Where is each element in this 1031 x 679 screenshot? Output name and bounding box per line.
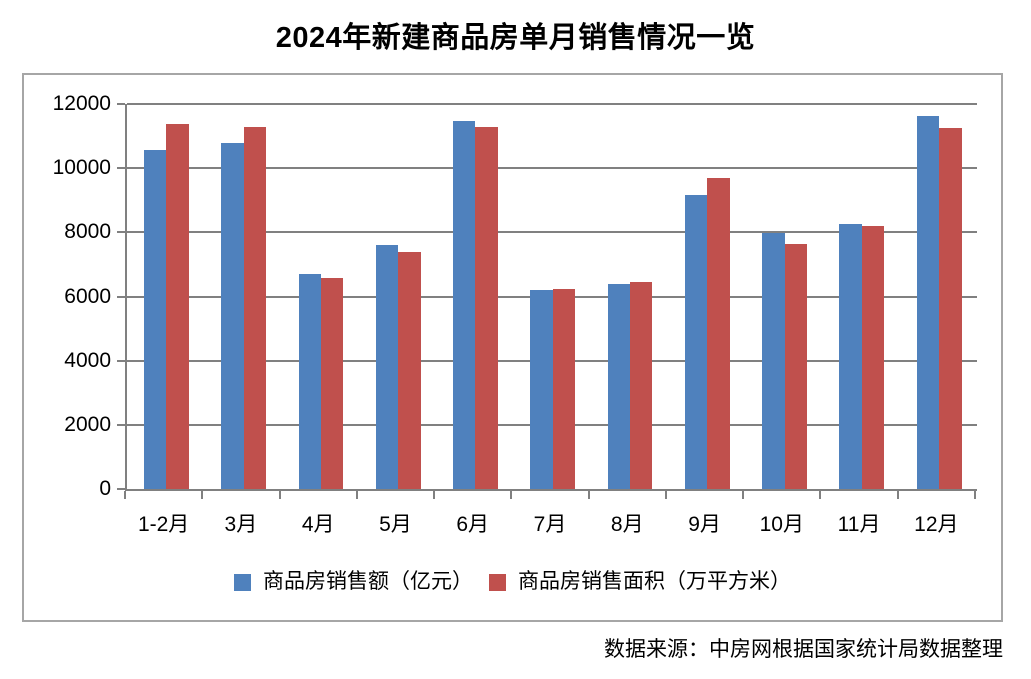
y-tick-10000 [117, 167, 125, 170]
legend-label-sales-amount: 商品房销售额（亿元） [263, 570, 473, 593]
y-tick-2000 [117, 423, 125, 426]
y-axis-label-6000: 6000 [64, 284, 111, 308]
x-axis-label-3: 4月 [301, 513, 335, 536]
legend-swatch-sales-amount [234, 573, 251, 591]
plot-area [125, 103, 977, 491]
bar-sales-amount-5 [453, 121, 476, 489]
y-tick-0 [117, 488, 125, 490]
bar-sales-area-10 [861, 226, 885, 489]
y-axis-label-0: 0 [99, 477, 111, 500]
x-axis-label-10: 11月 [837, 513, 881, 536]
x-axis-label-9: 10月 [759, 513, 804, 536]
legend-item-sales-area: 商品房销售面积（万平方米） [489, 570, 791, 594]
gridline-10000 [127, 167, 977, 170]
y-axis-label-2000: 2000 [64, 412, 111, 436]
y-tick-12000 [117, 103, 125, 105]
chart-area: 0 2000 4000 6000 8000 10000 12000 1-2月 3月 4月 5月 6月… [22, 73, 1003, 622]
y-axis-label-12000: 12000 [52, 92, 111, 115]
bar-sales-amount-8 [684, 195, 708, 489]
bar-sales-area-11 [939, 127, 962, 489]
x-axis-label-6: 7月 [533, 513, 567, 536]
x-axis-label-2: 3月 [224, 513, 258, 536]
legend-swatch-sales-area [489, 573, 506, 591]
bar-sales-amount-4 [375, 245, 399, 489]
x-tick-5 [510, 491, 513, 499]
bar-sales-amount-3 [298, 273, 321, 489]
gridline-12000 [127, 103, 977, 105]
y-tick-8000 [117, 231, 125, 234]
legend-label-sales-area: 商品房销售面积（万平方米） [518, 570, 791, 593]
x-axis-label-7: 8月 [610, 513, 644, 536]
bar-sales-amount-6 [530, 290, 553, 489]
source-note: 数据来源：中房网根据国家统计局数据整理 [604, 638, 1003, 661]
x-axis-label-1: 1-2月 [137, 513, 190, 536]
bar-sales-area-9 [784, 243, 807, 489]
bar-sales-area-6 [552, 289, 576, 489]
x-axis-label-8: 9月 [688, 513, 721, 536]
bar-sales-amount-2 [221, 142, 244, 489]
x-tick-2 [278, 491, 281, 499]
legend-item-sales-amount: 商品房销售额（亿元） [234, 570, 473, 594]
bar-sales-area-8 [707, 178, 730, 489]
x-tick-9 [819, 491, 822, 499]
x-axis-label-5: 6月 [456, 513, 490, 536]
bar-sales-amount-11 [916, 116, 940, 489]
bar-sales-area-1 [166, 124, 189, 489]
y-tick-4000 [117, 359, 125, 362]
x-axis-label-4: 5月 [379, 513, 412, 536]
chart-title: 2024年新建商品房单月销售情况一览 [275, 22, 756, 54]
bar-sales-area-4 [398, 251, 421, 489]
bar-sales-amount-7 [607, 283, 631, 489]
legend: 商品房销售额（亿元） 商品房销售面积（万平方米） [24, 569, 1001, 595]
x-tick-10 [896, 491, 899, 499]
y-axis-label-4000: 4000 [64, 348, 111, 372]
bar-sales-area-3 [320, 277, 344, 489]
x-tick-4 [433, 491, 436, 499]
x-tick-7 [664, 491, 667, 499]
x-tick-3 [355, 491, 358, 499]
bar-sales-amount-10 [839, 223, 862, 489]
y-tick-6000 [117, 295, 125, 298]
bar-sales-area-7 [630, 281, 653, 489]
bar-sales-area-5 [475, 127, 498, 489]
bar-sales-area-2 [243, 126, 267, 489]
y-axis-label-10000: 10000 [52, 156, 111, 180]
bar-sales-amount-9 [762, 233, 785, 489]
y-axis-label-8000: 8000 [64, 220, 111, 244]
x-tick-1 [201, 491, 204, 499]
x-axis-label-11: 12月 [914, 513, 959, 536]
bar-sales-amount-1 [144, 150, 167, 489]
x-tick-11 [974, 491, 976, 499]
gridline-8000 [127, 231, 977, 234]
x-tick-8 [742, 491, 745, 499]
x-tick-0 [124, 491, 126, 499]
x-tick-6 [587, 491, 590, 499]
